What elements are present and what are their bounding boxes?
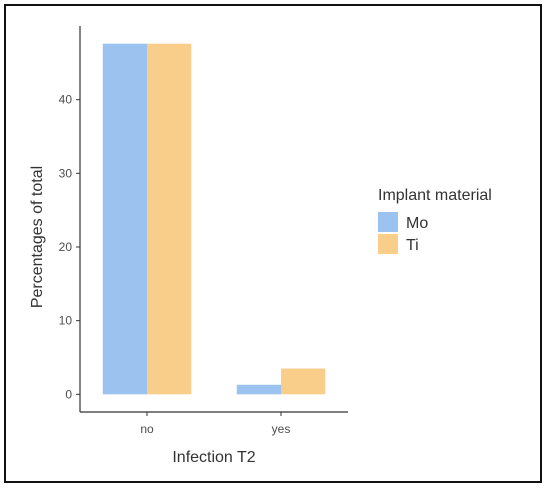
legend-label-mo: Mo bbox=[406, 215, 428, 232]
bars-group bbox=[102, 43, 326, 395]
legend-key-mo bbox=[378, 212, 398, 232]
y-tick-label: 40 bbox=[59, 93, 73, 107]
y-tick-label: 10 bbox=[59, 314, 73, 328]
y-tick-label: 0 bbox=[65, 387, 72, 401]
legend-label-ti: Ti bbox=[406, 237, 419, 254]
bar-yes-mo bbox=[236, 384, 281, 395]
y-axis-title: Percentages of total bbox=[29, 166, 46, 308]
chart-frame bbox=[4, 4, 542, 483]
legend-title: Implant material bbox=[378, 187, 492, 204]
legend-key-ti bbox=[378, 234, 398, 254]
x-axis-title: Infection T2 bbox=[172, 449, 255, 466]
x-ticks-group: no yes bbox=[140, 412, 290, 436]
x-tick-label-yes: yes bbox=[272, 422, 291, 436]
y-tick-label: 30 bbox=[59, 166, 73, 180]
bar-yes-ti bbox=[281, 368, 326, 395]
y-ticks-group: 0 10 20 30 40 bbox=[59, 93, 80, 401]
legend: Implant material Mo Ti bbox=[378, 187, 492, 254]
x-tick-label-no: no bbox=[140, 422, 154, 436]
y-tick-label: 20 bbox=[59, 240, 73, 254]
bar-no-mo bbox=[102, 43, 147, 395]
bar-no-ti bbox=[147, 43, 192, 395]
